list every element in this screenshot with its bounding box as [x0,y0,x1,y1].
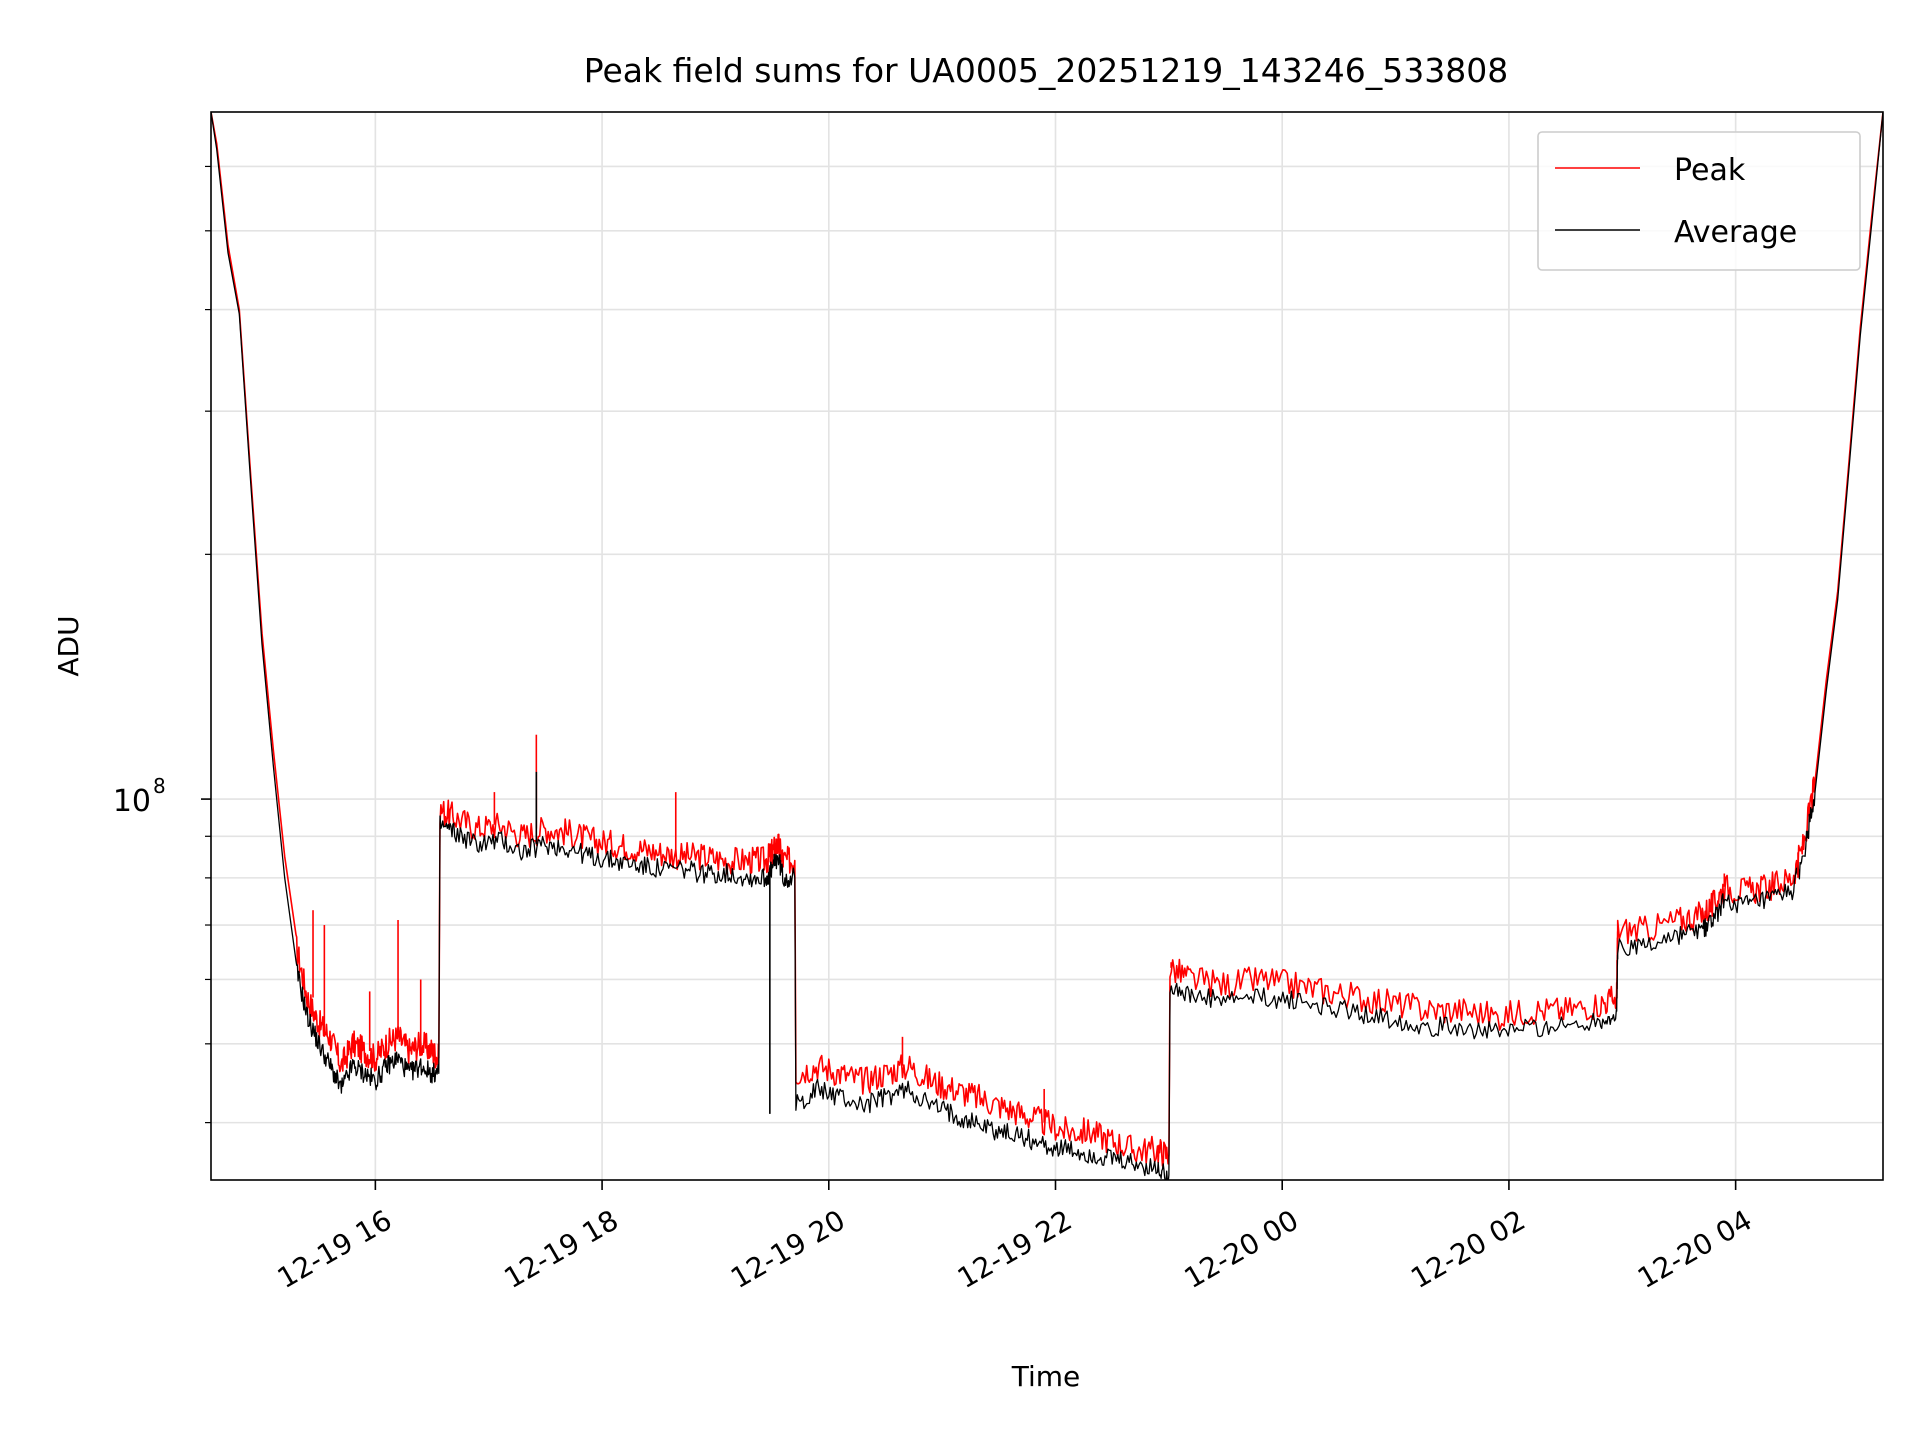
y-axis-label: ADU [52,615,85,676]
series-line-average [211,112,1883,1180]
series-layer [211,112,1883,1180]
y-tick-label-exponent: 8 [153,774,166,798]
legend: Peak Average [1537,131,1861,271]
x-axis-label: Time [1011,1360,1081,1393]
grid [211,112,1883,1180]
legend-label-peak: Peak [1674,153,1746,188]
series-line-peak [211,112,1883,1167]
y-tick-label-base: 10 [113,784,151,819]
legend-box [1537,131,1861,271]
chart-title: Peak field sums for UA0005_20251219_1432… [584,51,1508,90]
plot-frame [210,111,1884,1181]
legend-label-average: Average [1674,215,1797,250]
